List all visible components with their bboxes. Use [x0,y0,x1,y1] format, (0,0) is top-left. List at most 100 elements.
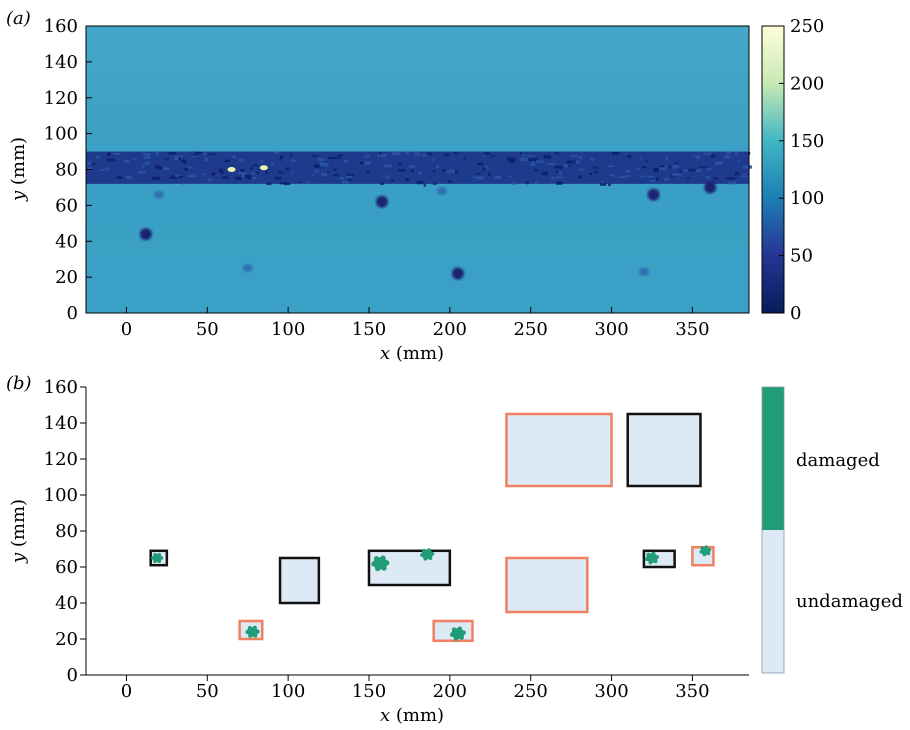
band-texture [508,175,512,178]
panel-b-ylabel: y (mm) [8,499,29,564]
band-texture [192,155,200,158]
band-texture [224,159,230,163]
undamaged-label: undamaged [796,591,903,612]
band-texture [218,168,223,173]
band-texture [110,152,120,155]
heatmap-spot [704,181,717,194]
band-texture [95,155,100,159]
band-texture [211,172,216,176]
panel-a-heatmap [86,26,753,313]
band-texture [178,175,184,178]
x-tick-label: 350 [675,319,709,340]
x-tick-label: 150 [352,319,386,340]
band-texture [182,182,186,185]
band-texture [536,160,544,163]
band-texture [178,156,182,161]
band-texture [512,181,516,186]
band-texture [87,161,92,166]
band-texture [265,170,268,175]
band-texture [711,154,716,157]
damaged-legend-swatch [762,387,784,530]
damage-blob [420,548,435,561]
band-texture [442,169,451,172]
undamaged-legend-swatch [762,530,784,673]
band-texture [247,177,251,180]
band-texture [164,157,169,160]
x-tick-label: 350 [675,681,709,702]
band-texture [343,159,348,164]
band-texture [547,162,556,165]
band-texture [474,172,481,175]
band-texture [106,158,116,162]
band-texture [578,175,582,179]
band-texture [665,156,668,161]
y-tick-label: 80 [55,521,78,542]
heatmap-spot [436,187,447,196]
band-texture [607,165,615,168]
band-texture [529,163,536,167]
band-texture [377,153,387,157]
band-texture [155,164,160,167]
band-texture [558,171,563,175]
band-texture [742,172,746,175]
band-texture [336,156,342,159]
band-texture [252,164,258,167]
band-texture [222,176,229,179]
x-tick-label: 250 [514,681,548,702]
band-texture [484,152,491,155]
band-texture [363,155,370,158]
band-texture [174,174,181,177]
y-tick-label: 120 [44,88,78,109]
band-texture [494,175,502,180]
panel-b: (b) 0 50 100 150 200 250 300 350 0 20 40 60 80 100 12… [6,373,903,726]
band-texture [181,159,187,163]
heatmap-bright-spot [227,167,236,172]
band-texture [590,158,595,161]
y-tick-label: 0 [67,303,78,324]
band-texture [589,172,593,176]
panel-a-ylabel: y (mm) [8,137,29,202]
y-tick-label: 40 [55,593,78,614]
band-texture [385,175,390,179]
panel-a-label: (a) [6,8,31,29]
band-texture [142,165,145,169]
band-texture [245,174,252,179]
band-texture [649,180,658,183]
band-texture [319,162,329,166]
y-tick-label: 20 [55,629,78,650]
panel-b-xlabel: x (mm) [380,705,444,726]
band-texture [683,169,690,172]
band-texture [728,181,737,185]
band-texture [520,157,528,162]
band-texture [554,166,562,169]
band-texture [578,168,585,171]
band-texture [405,177,409,181]
band-texture [484,165,489,170]
band-texture [285,167,290,171]
band-texture [232,155,236,159]
x-tick-label: 200 [433,681,467,702]
band-texture [648,175,655,178]
x-tick-label: 300 [594,319,628,340]
band-texture [735,151,738,156]
band-texture [555,176,563,179]
band-texture [673,164,679,169]
band-texture [509,160,515,164]
band-texture [410,164,416,168]
band-texture [221,171,224,174]
band-texture [346,173,355,178]
band-texture [436,165,439,168]
band-texture [411,169,414,173]
colorbar-tick-label: 150 [790,131,824,152]
band-texture [578,155,583,160]
band-texture [678,169,682,173]
y-tick-label: 40 [55,231,78,252]
band-texture [491,155,495,158]
band-texture [526,181,529,185]
y-tick-label: 100 [44,124,78,145]
band-texture [600,181,604,184]
band-texture [564,164,573,168]
band-texture [318,157,323,162]
damage-blob [245,625,260,638]
